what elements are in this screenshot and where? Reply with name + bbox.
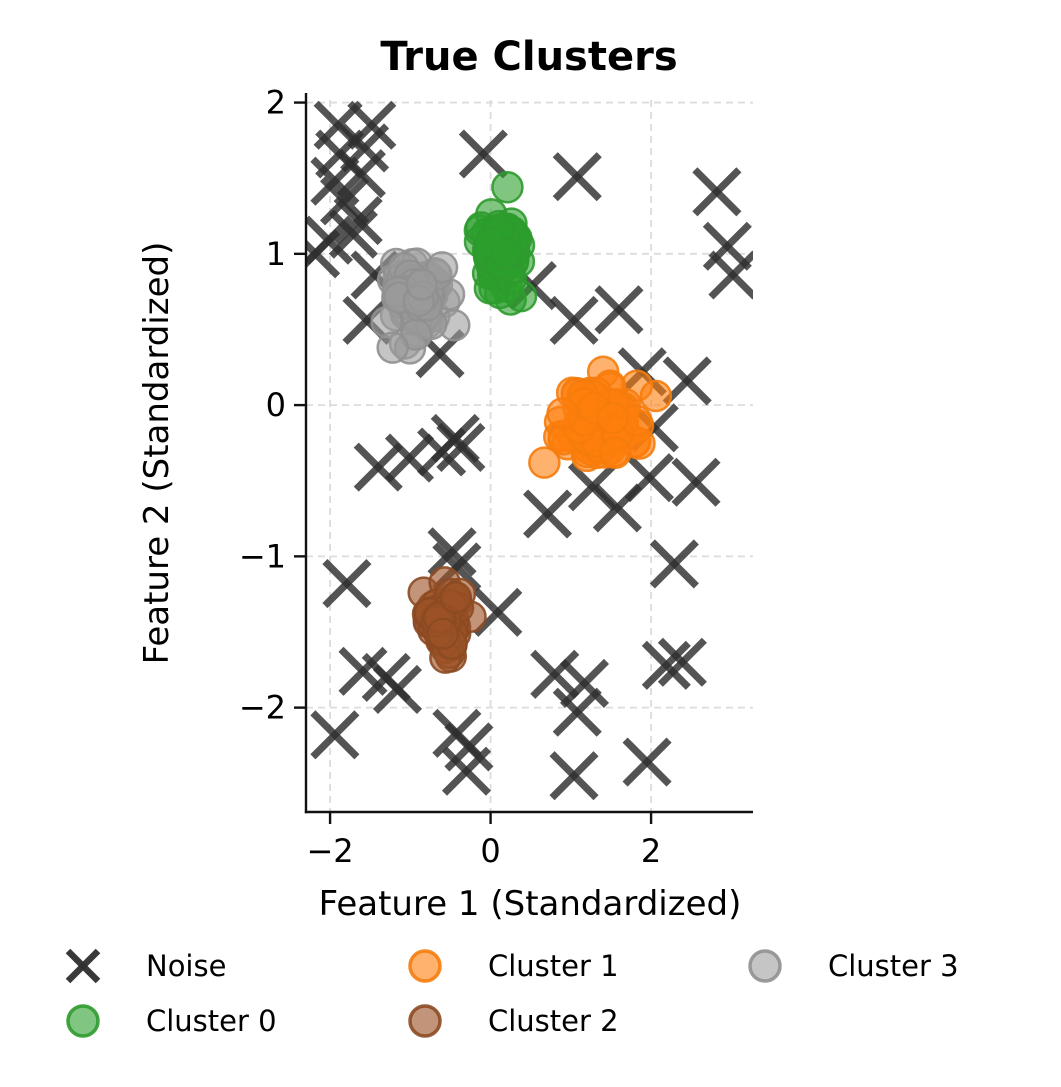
noise-point	[702, 221, 752, 271]
x-tick-label: −2	[306, 832, 353, 870]
legend-label: Noise	[146, 948, 227, 983]
noise-point	[336, 149, 386, 199]
cluster-point	[489, 236, 523, 270]
y-tick-label: 0	[266, 386, 286, 424]
noise-point	[594, 285, 644, 335]
legend-label: Cluster 2	[488, 1003, 619, 1038]
noise-point	[384, 433, 435, 483]
cluster-point	[596, 401, 630, 435]
noise-point	[692, 167, 742, 217]
noise-point	[353, 442, 403, 492]
cluster-point	[376, 331, 409, 364]
legend-item: Cluster 2	[402, 993, 619, 1048]
legend-item: Noise	[60, 938, 277, 993]
cluster-point	[405, 268, 438, 301]
noise-point	[310, 710, 360, 760]
cluster-point	[426, 617, 459, 650]
circle-marker-icon	[402, 998, 448, 1044]
noise-point	[458, 129, 508, 179]
y-tick-label: 1	[266, 235, 286, 273]
legend-label: Cluster 1	[488, 948, 619, 983]
noise-point	[552, 687, 602, 737]
noise-point	[549, 751, 599, 801]
noise-point	[592, 483, 642, 533]
cluster-point	[504, 279, 538, 313]
noise-point	[567, 462, 618, 512]
legend-column: Cluster 3	[742, 938, 959, 993]
circle-marker-icon	[402, 943, 448, 989]
noise-point	[322, 559, 372, 609]
noise-point	[372, 664, 423, 715]
noise-series	[306, 100, 753, 801]
noise-point	[441, 746, 492, 796]
noise-point	[333, 196, 383, 246]
x-tick-label: 0	[480, 832, 500, 870]
cluster-point	[639, 379, 673, 413]
noise-point	[622, 737, 672, 787]
legend-item: Cluster 0	[60, 993, 277, 1048]
noise-point	[436, 422, 486, 472]
noise-point	[427, 527, 477, 577]
legend-label: Cluster 3	[828, 948, 959, 983]
y-tick-label: 2	[266, 84, 286, 122]
data-layer	[306, 100, 753, 801]
y-axis-label: Feature 2 (Standardized)	[137, 241, 177, 665]
cluster-1-series	[528, 355, 673, 479]
noise-point	[649, 539, 699, 589]
cluster-point	[599, 436, 632, 470]
noise-point	[559, 658, 610, 708]
legend-item: Cluster 1	[402, 938, 619, 993]
noise-point	[342, 295, 392, 345]
cluster-2-series	[407, 566, 487, 674]
noise-point	[306, 229, 341, 269]
legend-label: Cluster 0	[146, 1003, 277, 1038]
axis-ticks	[294, 101, 653, 824]
noise-point	[662, 356, 712, 406]
x-marker-icon	[60, 943, 106, 989]
y-tick-label: −2	[239, 689, 286, 727]
circle-marker-icon	[742, 943, 788, 989]
noise-point	[530, 649, 580, 699]
legend-column: Noise Cluster 0	[60, 938, 277, 1048]
noise-point	[708, 250, 753, 300]
noise-point	[552, 152, 602, 202]
x-axis-label: Feature 1 (Standardized)	[318, 884, 742, 924]
y-tick-label: −1	[239, 537, 286, 575]
noise-point	[641, 640, 691, 690]
tick-labels: −2 0 2 −2 −1 0 1 2	[239, 84, 661, 870]
noise-point	[657, 637, 707, 687]
cluster-point	[439, 581, 473, 614]
noise-point	[671, 457, 721, 507]
chart-title: True Clusters	[380, 34, 678, 80]
circle-marker-icon	[60, 998, 106, 1044]
axes-spines	[304, 93, 753, 814]
x-tick-label: 2	[641, 832, 661, 870]
cluster-point	[546, 397, 579, 430]
cluster-point	[491, 171, 524, 204]
noise-point	[549, 295, 599, 345]
noise-point	[473, 587, 523, 637]
cluster-point	[528, 446, 561, 479]
noise-point	[338, 646, 388, 696]
cluster-3-series	[370, 247, 471, 365]
legend: Noise Cluster 0 Cluster 1 Cluster 2 Cluster …	[0, 938, 1061, 1058]
noise-point	[523, 489, 573, 539]
legend-item: Cluster 3	[742, 938, 959, 993]
cluster-0-series	[463, 171, 538, 316]
legend-column: Cluster 1 Cluster 2	[402, 938, 619, 1048]
